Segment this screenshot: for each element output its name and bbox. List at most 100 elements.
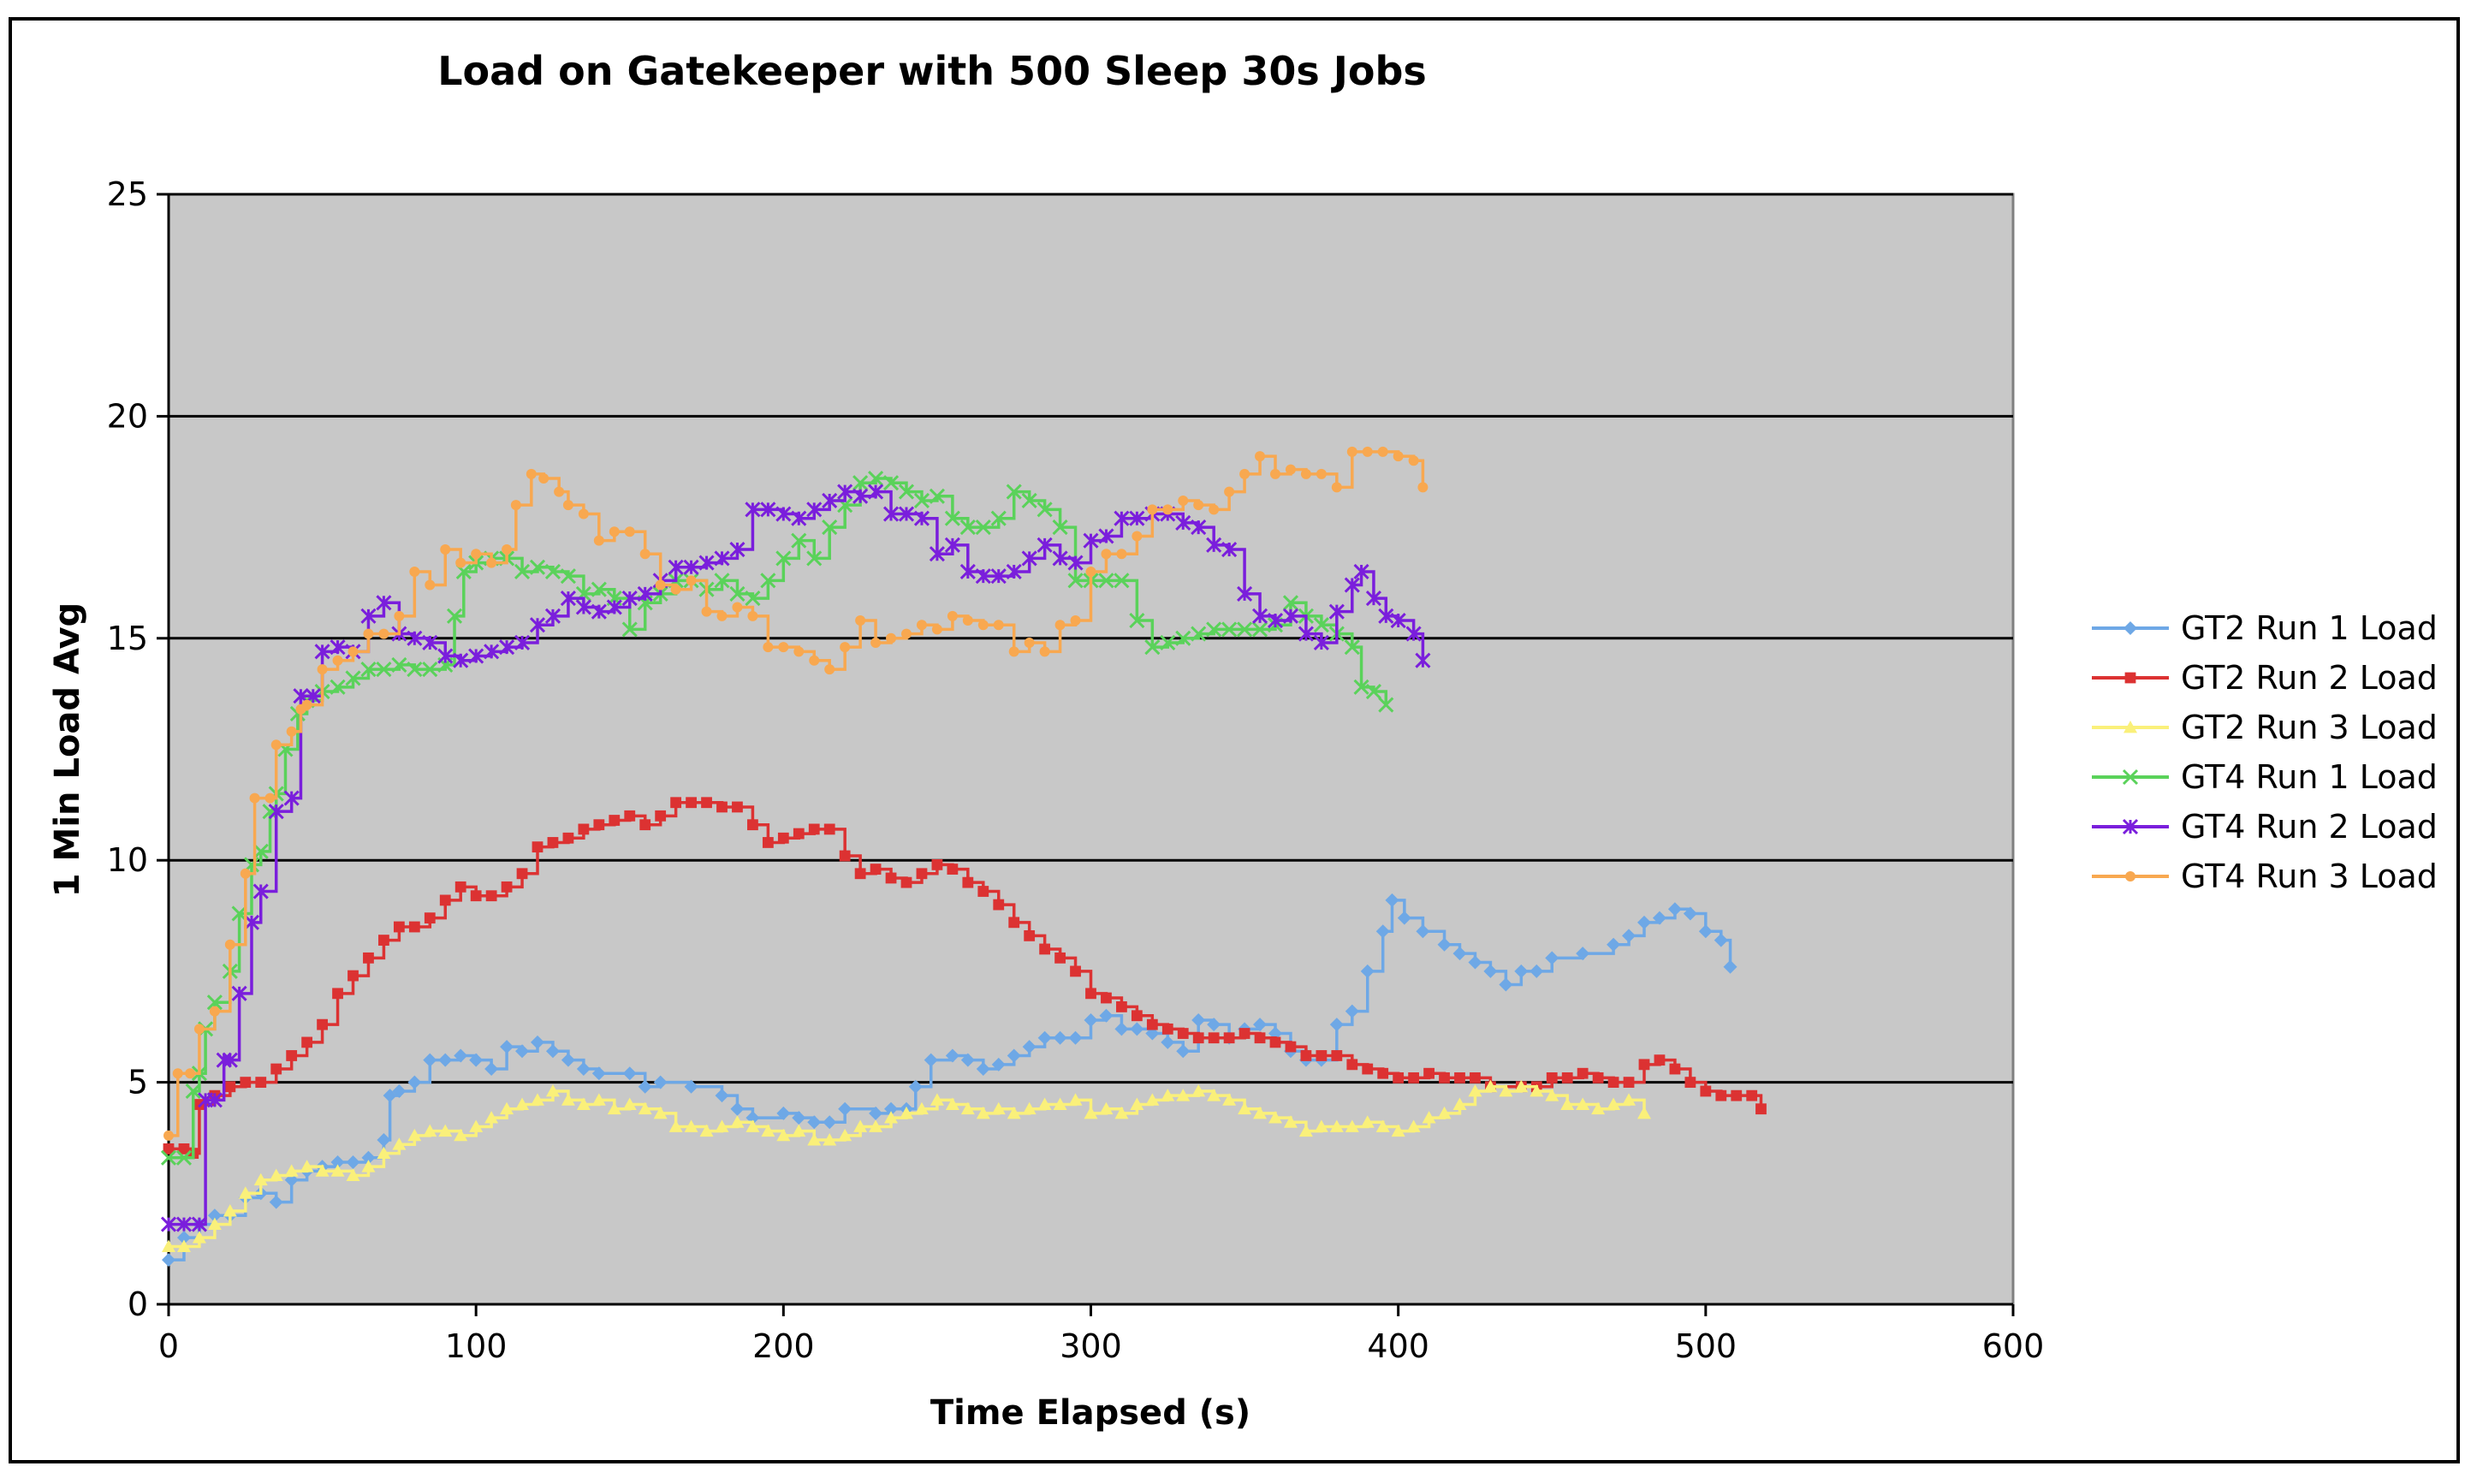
- data-point: [837, 484, 853, 500]
- data-point: [262, 804, 278, 820]
- data-point: [409, 566, 420, 577]
- data-point: [823, 823, 835, 835]
- data-point: [1623, 1077, 1635, 1088]
- data-point: [538, 473, 549, 484]
- data-point: [775, 550, 792, 567]
- data-point: [1207, 1089, 1221, 1101]
- data-point: [1377, 446, 1388, 457]
- data-point: [1283, 1115, 1298, 1128]
- legend-item: GT4 Run 3 Load: [2092, 858, 2438, 895]
- data-point: [1452, 947, 1467, 961]
- data-point: [593, 819, 605, 831]
- data-point: [408, 921, 420, 933]
- x-tick-label: 200: [752, 1327, 815, 1365]
- data-point: [913, 510, 930, 526]
- chart-area: Load on Gatekeeper with 500 Sleep 30s Jo…: [9, 17, 2460, 1463]
- data-point: [1345, 1119, 1359, 1132]
- data-point: [1267, 612, 1284, 629]
- data-point: [1607, 1077, 1619, 1088]
- data-point: [991, 1057, 1006, 1071]
- data-point: [1253, 1018, 1268, 1032]
- data-point: [562, 500, 573, 511]
- data-point: [1162, 504, 1173, 515]
- data-point: [684, 1079, 698, 1094]
- data-point: [1422, 1111, 1436, 1124]
- data-point: [1024, 929, 1036, 941]
- data-point: [424, 912, 436, 924]
- data-point: [484, 644, 500, 660]
- data-point: [531, 1093, 544, 1106]
- data-point: [777, 832, 789, 844]
- data-point: [1147, 504, 1158, 515]
- data-point: [515, 1044, 530, 1059]
- data-point: [1417, 482, 1429, 493]
- data-point: [1070, 965, 1081, 977]
- data-point: [914, 1101, 929, 1115]
- data-point: [191, 1216, 207, 1232]
- data-point: [1360, 1115, 1375, 1128]
- data-point: [422, 662, 438, 678]
- data-point: [745, 502, 761, 518]
- data-point: [1251, 621, 1268, 638]
- data-point: [1408, 455, 1419, 466]
- data-point: [562, 832, 574, 844]
- data-point: [1238, 1028, 1250, 1039]
- data-point: [1746, 1089, 1758, 1101]
- data-point: [1161, 1023, 1173, 1035]
- data-point: [1068, 1093, 1083, 1106]
- data-point: [1037, 537, 1053, 553]
- data-point: [1637, 1106, 1651, 1119]
- data-point: [1084, 1106, 1098, 1119]
- data-point: [929, 488, 945, 504]
- data-point: [1328, 603, 1345, 620]
- y-tick-label: 25: [107, 175, 148, 213]
- data-point: [1700, 1085, 1712, 1097]
- data-point: [776, 1106, 791, 1120]
- data-point: [1070, 615, 1081, 626]
- data-point: [792, 1111, 806, 1125]
- data-point: [1083, 532, 1099, 549]
- data-point: [1654, 1054, 1666, 1066]
- data-point: [1114, 1022, 1129, 1036]
- data-point: [976, 1106, 990, 1119]
- data-point: [1132, 531, 1143, 542]
- data-point: [176, 1239, 191, 1252]
- data-point: [1254, 1032, 1266, 1044]
- data-point: [471, 549, 482, 560]
- data-point: [607, 1101, 621, 1115]
- data-point: [714, 550, 730, 567]
- data-point: [1576, 1097, 1590, 1110]
- data-point: [222, 1052, 238, 1068]
- axes: 0 5 10 15 20 25 0 100 200 300 400 500 600: [107, 175, 2045, 1365]
- data-point: [330, 1155, 345, 1169]
- data-point: [1116, 1001, 1127, 1012]
- data-point: [575, 599, 591, 615]
- data-point: [975, 568, 991, 585]
- data-point: [699, 1124, 714, 1137]
- data-point: [1037, 1030, 1052, 1045]
- data-point: [1375, 1119, 1390, 1132]
- data-point: [1161, 1035, 1175, 1049]
- data-point: [1022, 1101, 1037, 1115]
- data-point: [1316, 468, 1327, 479]
- data-point: [314, 644, 330, 660]
- data-point: [1344, 639, 1360, 656]
- data-point: [545, 1044, 560, 1059]
- data-point: [1591, 1101, 1606, 1115]
- data-point: [224, 939, 235, 950]
- data-point: [1068, 1030, 1083, 1045]
- data-point: [898, 506, 915, 522]
- legend-item: GT2 Run 1 Load: [2092, 609, 2438, 647]
- data-point: [778, 642, 789, 653]
- data-point: [526, 468, 537, 479]
- y-tick-label: 20: [107, 397, 148, 435]
- data-point: [499, 639, 515, 656]
- data-point: [868, 484, 884, 500]
- data-point: [1146, 1018, 1158, 1030]
- data-point: [1207, 1018, 1221, 1032]
- data-point: [1731, 1089, 1743, 1101]
- data-point: [668, 1119, 683, 1132]
- data-point: [1052, 550, 1068, 567]
- data-point: [1178, 495, 1189, 506]
- data-point: [332, 655, 343, 666]
